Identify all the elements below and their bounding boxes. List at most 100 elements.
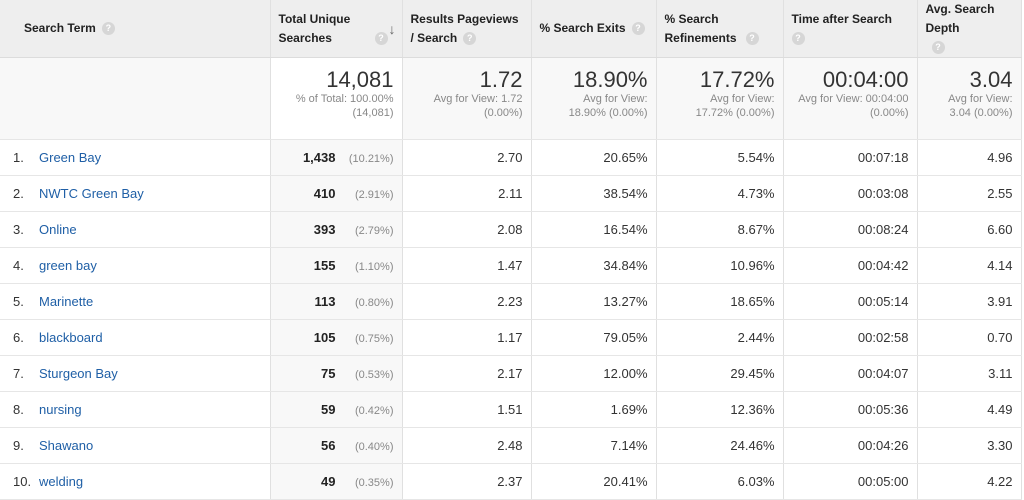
summary-empty bbox=[0, 57, 271, 140]
header-search-exits[interactable]: % Search Exits? bbox=[531, 0, 657, 58]
header-time-after-search[interactable]: Time after Search? bbox=[783, 0, 918, 58]
row-index: 1. bbox=[13, 150, 24, 165]
search-refinements-cell: 5.54% bbox=[656, 139, 784, 176]
avg-search-depth-cell: 3.11 bbox=[917, 355, 1022, 392]
summary-value: 00:04:00 bbox=[822, 67, 909, 92]
header-row: Search Term? Total Unique Searches? ↓ Res… bbox=[0, 0, 1022, 58]
search-exits-cell: 7.14% bbox=[531, 427, 657, 464]
searches-value: 393 bbox=[313, 222, 336, 237]
total-unique-searches-cell: 56 (0.40%) bbox=[270, 427, 403, 464]
searches-value: 59 bbox=[321, 402, 336, 417]
summary-value: 14,081 bbox=[326, 67, 394, 92]
summary-sub: (0.00%) bbox=[869, 107, 909, 119]
search-term-link[interactable]: Online bbox=[39, 222, 77, 237]
header-label: % Search Exits bbox=[539, 21, 626, 35]
searches-percent: (2.91%) bbox=[354, 189, 394, 201]
total-unique-searches-cell: 155 (1.10%) bbox=[270, 247, 403, 284]
avg-search-depth-cell: 4.14 bbox=[917, 247, 1022, 284]
avg-search-depth-cell: 6.60 bbox=[917, 211, 1022, 248]
search-exits-cell: 13.27% bbox=[531, 283, 657, 320]
sort-descending-icon[interactable]: ↓ bbox=[388, 20, 396, 37]
search-term-link[interactable]: nursing bbox=[39, 402, 82, 417]
summary-sub: Avg for View: 1.72 bbox=[433, 93, 523, 105]
total-unique-searches-cell: 113 (0.80%) bbox=[270, 283, 403, 320]
help-icon[interactable]: ? bbox=[374, 31, 388, 45]
avg-search-depth-cell: 0.70 bbox=[917, 319, 1022, 356]
searches-value: 1,438 bbox=[302, 150, 336, 165]
table-row: 2. NWTC Green Bay 410 (2.91%) 2.11 38.54% … bbox=[0, 175, 1022, 212]
searches-value: 113 bbox=[314, 294, 336, 309]
searches-value: 410 bbox=[313, 186, 336, 201]
results-pageviews-cell: 1.51 bbox=[402, 391, 532, 428]
search-term-link[interactable]: Marinette bbox=[39, 294, 94, 309]
header-label: Results Pageviews / Search bbox=[410, 11, 519, 45]
search-term-link[interactable]: blackboard bbox=[39, 330, 103, 345]
summary-cell: 00:04:00 Avg for View: 00:04:00 (0.00%) bbox=[783, 57, 918, 140]
header-search-refinements[interactable]: % Search Refinements? bbox=[656, 0, 784, 58]
searches-value: 49 bbox=[321, 474, 336, 489]
search-term-link[interactable]: welding bbox=[39, 474, 84, 489]
search-term-link[interactable]: Sturgeon Bay bbox=[39, 366, 118, 381]
searches-percent: (0.40%) bbox=[354, 441, 394, 453]
help-icon[interactable]: ? bbox=[463, 31, 477, 45]
avg-search-depth-cell: 3.91 bbox=[917, 283, 1022, 320]
avg-search-depth-cell: 4.96 bbox=[917, 139, 1022, 176]
search-exits-cell: 1.69% bbox=[531, 391, 657, 428]
search-term-cell: 2. NWTC Green Bay bbox=[0, 175, 271, 212]
header-avg-search-depth[interactable]: Avg. Search Depth? bbox=[917, 0, 1022, 58]
header-search-term[interactable]: Search Term? bbox=[0, 0, 271, 58]
searches-percent: (0.75%) bbox=[354, 333, 394, 345]
header-label: % Search Refinements bbox=[664, 11, 737, 45]
results-pageviews-cell: 2.11 bbox=[402, 175, 532, 212]
search-exits-cell: 16.54% bbox=[531, 211, 657, 248]
table-row: 8. nursing 59 (0.42%) 1.51 1.69% 12.36% 00… bbox=[0, 391, 1022, 428]
help-icon[interactable]: ? bbox=[931, 41, 945, 55]
row-index: 6. bbox=[13, 330, 24, 345]
header-label: Total Unique Searches bbox=[278, 11, 351, 45]
searches-percent: (0.42%) bbox=[354, 405, 394, 417]
search-term-link[interactable]: Green Bay bbox=[39, 150, 102, 165]
table-row: 7. Sturgeon Bay 75 (0.53%) 2.17 12.00% 29.… bbox=[0, 355, 1022, 392]
summary-value: 1.72 bbox=[479, 67, 523, 92]
search-term-link[interactable]: Shawano bbox=[39, 438, 94, 453]
help-icon[interactable]: ? bbox=[631, 22, 645, 36]
total-unique-searches-cell: 59 (0.42%) bbox=[270, 391, 403, 428]
summary-sub: % of Total: 100.00% bbox=[295, 93, 394, 105]
summary-sub: (14,081) bbox=[352, 107, 394, 119]
total-unique-searches-cell: 410 (2.91%) bbox=[270, 175, 403, 212]
searches-percent: (10.21%) bbox=[348, 153, 394, 165]
total-unique-searches-cell: 393 (2.79%) bbox=[270, 211, 403, 248]
search-term-link[interactable]: NWTC Green Bay bbox=[39, 186, 144, 201]
search-exits-cell: 20.41% bbox=[531, 463, 657, 500]
help-icon[interactable]: ? bbox=[101, 22, 115, 36]
summary-cell: 1.72 Avg for View: 1.72 (0.00%) bbox=[402, 57, 532, 140]
search-refinements-cell: 24.46% bbox=[656, 427, 784, 464]
search-refinements-cell: 6.03% bbox=[656, 463, 784, 500]
search-term-cell: 10. welding bbox=[0, 463, 271, 500]
results-pageviews-cell: 2.23 bbox=[402, 283, 532, 320]
total-unique-searches-cell: 75 (0.53%) bbox=[270, 355, 403, 392]
avg-search-depth-cell: 3.30 bbox=[917, 427, 1022, 464]
time-after-search-cell: 00:05:14 bbox=[783, 283, 918, 320]
search-term-cell: 6. blackboard bbox=[0, 319, 271, 356]
time-after-search-cell: 00:04:42 bbox=[783, 247, 918, 284]
header-results-pageviews[interactable]: Results Pageviews / Search? bbox=[402, 0, 532, 58]
search-refinements-cell: 4.73% bbox=[656, 175, 784, 212]
search-term-cell: 3. Online bbox=[0, 211, 271, 248]
avg-search-depth-cell: 2.55 bbox=[917, 175, 1022, 212]
search-exits-cell: 34.84% bbox=[531, 247, 657, 284]
searches-percent: (0.35%) bbox=[354, 477, 394, 489]
search-term-link[interactable]: green bay bbox=[39, 258, 97, 273]
table-row: 10. welding 49 (0.35%) 2.37 20.41% 6.03% 0… bbox=[0, 463, 1022, 500]
search-refinements-cell: 18.65% bbox=[656, 283, 784, 320]
header-total-unique-searches[interactable]: Total Unique Searches? ↓ bbox=[270, 0, 403, 58]
time-after-search-cell: 00:02:58 bbox=[783, 319, 918, 356]
summary-row: 14,081% of Total: 100.00% (14,081) 1.72 Av… bbox=[0, 57, 1022, 140]
row-index: 9. bbox=[13, 438, 24, 453]
help-icon[interactable]: ? bbox=[745, 31, 759, 45]
header-label: Time after Search bbox=[791, 11, 893, 26]
help-icon[interactable]: ? bbox=[791, 31, 805, 45]
summary-sub: Avg for View: 00:04:00 bbox=[798, 93, 909, 105]
table-row: 4. green bay 155 (1.10%) 1.47 34.84% 10.96… bbox=[0, 247, 1022, 284]
